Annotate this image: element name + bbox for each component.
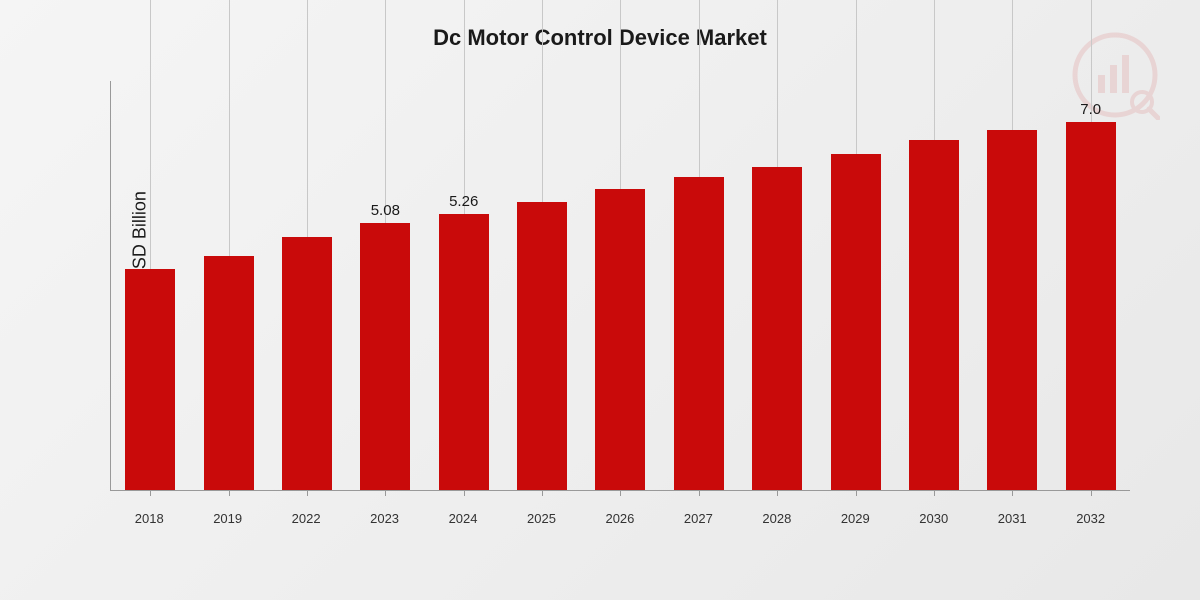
x-tick	[1012, 490, 1013, 496]
bar	[909, 140, 959, 490]
bar-wrapper	[817, 154, 895, 490]
bar-wrapper: 7.0	[1052, 122, 1130, 490]
x-tick	[464, 490, 465, 496]
x-tick	[777, 490, 778, 496]
chart-container: Market Value in USD Billion 5.085.267.0 …	[50, 61, 1150, 541]
x-tick	[542, 490, 543, 496]
bar: 5.08	[360, 223, 410, 490]
x-tick	[150, 490, 151, 496]
grid-line	[620, 0, 621, 189]
x-axis-label: 2026	[581, 511, 659, 526]
x-axis-label: 2024	[424, 511, 502, 526]
bar-wrapper: 5.26	[425, 214, 503, 490]
grid-line	[777, 0, 778, 167]
grid-line	[229, 0, 230, 256]
bar-value-label: 7.0	[1080, 101, 1101, 118]
bar-wrapper	[503, 202, 581, 490]
bar	[204, 256, 254, 490]
grid-line	[934, 0, 935, 140]
bar	[282, 237, 332, 490]
bar	[517, 202, 567, 490]
bar-wrapper	[895, 140, 973, 490]
x-axis-label: 2027	[659, 511, 737, 526]
grid-line	[385, 0, 386, 223]
grid-line	[150, 0, 151, 269]
chart-title: Dc Motor Control Device Market	[0, 0, 1200, 61]
bar-value-label: 5.08	[371, 202, 400, 219]
bar: 7.0	[1066, 122, 1116, 490]
x-axis-label: 2030	[895, 511, 973, 526]
bar-value-label: 5.26	[449, 193, 478, 210]
x-axis-label: 2031	[973, 511, 1051, 526]
bar: 5.26	[439, 214, 489, 490]
x-tick	[934, 490, 935, 496]
x-tick	[385, 490, 386, 496]
grid-line	[307, 0, 308, 237]
bar	[125, 269, 175, 490]
bar	[674, 177, 724, 490]
plot-area: 5.08 5.26 7.0	[110, 81, 1130, 491]
bar	[831, 154, 881, 490]
bar-wrapper	[973, 130, 1051, 490]
x-tick	[307, 490, 308, 496]
grid-line	[856, 0, 857, 154]
bar-wrapper	[268, 237, 346, 490]
x-axis-labels: 2018201920222023202420252026202720282029…	[110, 511, 1130, 526]
grid-line	[542, 0, 543, 202]
grid-line	[699, 0, 700, 177]
x-axis-label: 2028	[738, 511, 816, 526]
bar-wrapper	[581, 189, 659, 490]
x-axis-label: 2032	[1052, 511, 1130, 526]
x-tick	[620, 490, 621, 496]
bar	[752, 167, 802, 490]
x-axis-label: 2023	[346, 511, 424, 526]
x-tick	[229, 490, 230, 496]
x-tick	[699, 490, 700, 496]
x-axis-label: 2022	[267, 511, 345, 526]
bar-wrapper: 5.08	[346, 223, 424, 490]
bar-wrapper	[190, 256, 268, 490]
x-axis-label: 2029	[816, 511, 894, 526]
x-axis-label: 2018	[110, 511, 188, 526]
grid-line	[464, 0, 465, 214]
x-tick	[1091, 490, 1092, 496]
grid-line	[1012, 0, 1013, 130]
bar-wrapper	[738, 167, 816, 490]
bar	[987, 130, 1037, 490]
bar-wrapper	[111, 269, 189, 490]
bar	[595, 189, 645, 490]
bars-group: 5.08 5.26 7.0	[111, 81, 1130, 490]
x-axis-label: 2019	[189, 511, 267, 526]
x-tick	[856, 490, 857, 496]
x-axis-label: 2025	[502, 511, 580, 526]
bar-wrapper	[660, 177, 738, 490]
